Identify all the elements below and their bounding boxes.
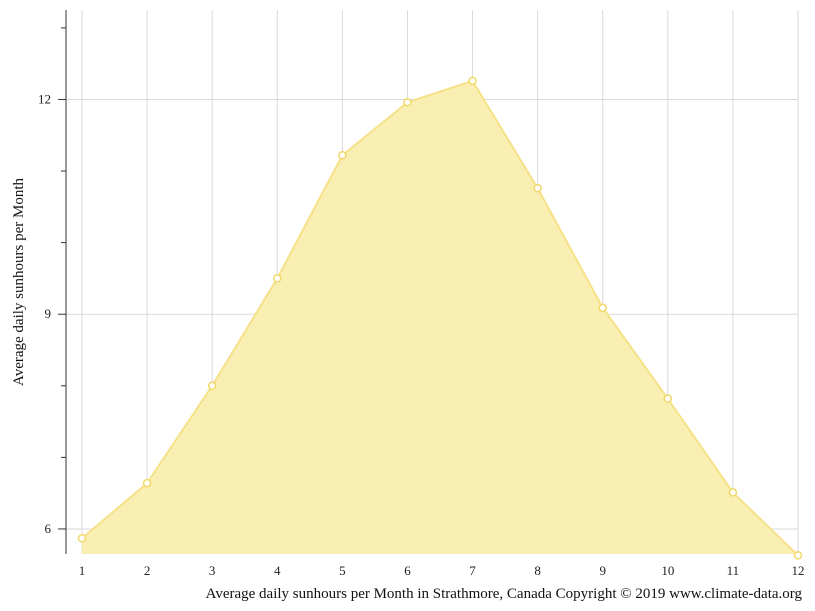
y-tick-label-6: 6 — [45, 521, 52, 536]
axes — [58, 10, 67, 554]
data-point-11[interactable] — [728, 488, 738, 497]
y-axis-title: Average daily sunhours per Month — [11, 178, 27, 387]
data-point-9[interactable] — [598, 303, 607, 313]
x-tick-label-6: 6 — [404, 563, 411, 578]
data-point-12[interactable] — [793, 551, 803, 560]
series-markers — [77, 76, 803, 560]
x-tick-label-12: 12 — [792, 563, 805, 578]
data-point-3[interactable] — [207, 381, 217, 391]
data-point-2[interactable] — [142, 478, 152, 488]
x-tick-label-10: 10 — [661, 563, 674, 578]
x-tick-label-5: 5 — [339, 563, 346, 578]
x-tick-label-1: 1 — [79, 563, 86, 578]
data-point-5[interactable] — [338, 151, 347, 160]
series-area-fill — [82, 80, 798, 556]
y-tick-label-12: 12 — [38, 91, 51, 106]
series-area — [81, 79, 799, 557]
x-tick-label-11: 11 — [727, 563, 740, 578]
x-tick-label-7: 7 — [469, 563, 476, 578]
data-point-8[interactable] — [533, 183, 542, 193]
series-line — [81, 79, 799, 557]
y-tick-label-9: 9 — [45, 306, 52, 321]
data-point-6[interactable] — [403, 98, 412, 107]
x-axis-title: Average daily sunhours per Month in Stra… — [206, 586, 803, 602]
x-tick-label-2: 2 — [144, 563, 151, 578]
data-point-1[interactable] — [77, 534, 87, 543]
x-tick-label-4: 4 — [274, 563, 281, 578]
x-tick-label-8: 8 — [534, 563, 541, 578]
data-point-7[interactable] — [468, 76, 477, 86]
x-tick-label-3: 3 — [209, 563, 216, 578]
x-tick-label-9: 9 — [599, 563, 606, 578]
data-point-4[interactable] — [273, 274, 282, 283]
data-point-10[interactable] — [663, 394, 673, 403]
